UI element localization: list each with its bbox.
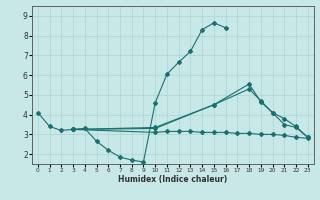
X-axis label: Humidex (Indice chaleur): Humidex (Indice chaleur): [118, 175, 228, 184]
